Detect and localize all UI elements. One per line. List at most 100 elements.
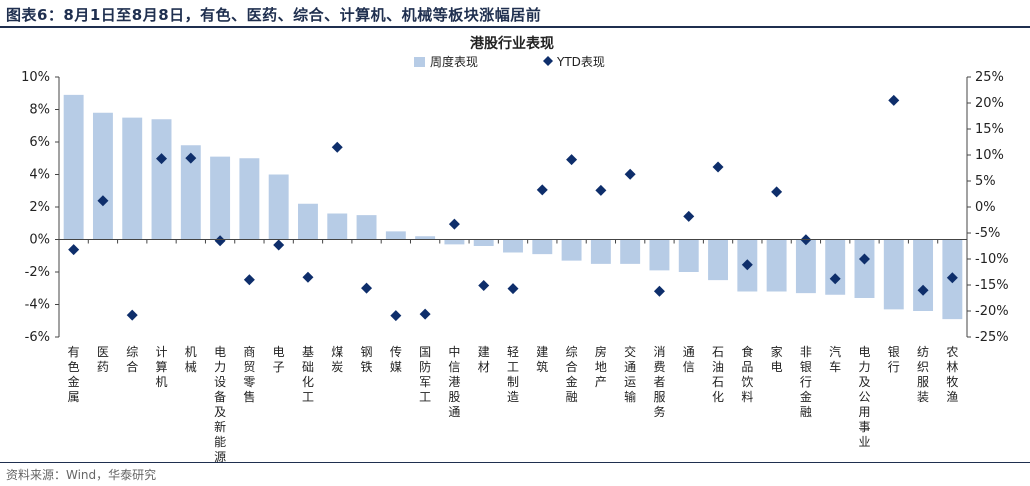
category-label: 煤炭 (331, 345, 343, 374)
weekly-bar (795, 239, 816, 294)
weekly-bar (151, 119, 172, 240)
weekly-bar (532, 239, 553, 255)
weekly-bar (92, 112, 113, 240)
weekly-bar (415, 236, 436, 240)
category-label: 电子 (273, 345, 285, 374)
category-label: 中信港股通 (448, 344, 460, 419)
left-tick-label: 4% (29, 168, 50, 183)
category-label: 纺织服装 (917, 345, 929, 404)
ytd-marker (156, 153, 168, 165)
category-label: 通信 (683, 345, 695, 374)
figure-caption: 图表6：8月1日至8月8日，有色、医药、综合、计算机、机械等板块涨幅居前 (6, 6, 542, 24)
weekly-bar (503, 239, 523, 253)
category-label: 轻工制造 (507, 345, 519, 404)
category-label: 非银行金融 (800, 345, 812, 419)
category-label: 农林牧渔 (946, 345, 958, 404)
ytd-marker (624, 168, 636, 180)
category-label: 基础化工 (302, 345, 314, 404)
chart-title: 港股行业表现 (470, 35, 554, 52)
right-tick-label: -15% (975, 278, 1009, 293)
ytd-marker (361, 282, 373, 294)
weekly-bar (298, 203, 318, 240)
category-label: 汽车 (829, 344, 841, 374)
weekly-bar (649, 239, 670, 271)
ytd-marker (595, 184, 607, 196)
category-label: 石油石化 (712, 345, 724, 404)
ytd-marker (741, 259, 753, 271)
chart-legend: 周度表现 YTD表现 (414, 54, 605, 69)
category-label: 交通运输 (624, 344, 636, 404)
ytd-marker (331, 141, 343, 153)
ytd-marker (97, 195, 109, 207)
right-tick-label: -20% (975, 304, 1009, 319)
category-label: 综合 (126, 345, 138, 374)
weekly-bar (620, 239, 641, 264)
ytd-marker (917, 284, 929, 296)
weekly-bar (708, 239, 728, 281)
category-label: 钢铁 (361, 345, 373, 374)
ytd-marker (390, 310, 402, 322)
ytd-marker (712, 161, 724, 173)
category-label: 国防军工 (419, 345, 431, 404)
category-label: 综合金融 (566, 345, 578, 404)
weekly-bar (356, 215, 377, 240)
right-tick-label: 5% (975, 174, 996, 189)
category-label: 传媒 (390, 344, 402, 374)
weekly-bar (385, 231, 406, 240)
footer-divider (0, 462, 1030, 463)
weekly-bar (678, 239, 699, 272)
weekly-bar (883, 239, 904, 310)
legend-swatch-marker (543, 56, 553, 66)
category-label: 电力及公用事业 (858, 345, 870, 449)
category-label: 有色金属 (68, 345, 80, 404)
ytd-marker (683, 210, 695, 222)
left-tick-label: 8% (29, 103, 50, 118)
left-tick-label: 6% (29, 135, 50, 150)
weekly-bar (444, 239, 465, 245)
ytd-marker (507, 283, 519, 295)
ytd-marker (536, 184, 548, 196)
ytd-marker (888, 94, 900, 106)
weekly-bar (590, 239, 611, 264)
weekly-bar (766, 239, 787, 292)
left-tick-label: -2% (25, 265, 50, 280)
right-tick-label: 25% (975, 70, 1004, 85)
ytd-marker (243, 274, 255, 286)
weekly-bar (180, 145, 201, 240)
right-tick-label: -25% (975, 330, 1009, 345)
caption-divider (0, 26, 1030, 28)
weekly-bar (854, 239, 875, 298)
category-label: 机械 (185, 345, 197, 374)
ytd-marker (273, 239, 285, 251)
ytd-marker (126, 309, 138, 321)
weekly-bar (825, 239, 846, 295)
category-label: 电力设备及新能源 (214, 345, 226, 464)
category-label: 医药 (97, 345, 109, 374)
right-tick-label: -10% (975, 252, 1009, 267)
legend-swatch-bar (414, 57, 425, 67)
ytd-marker (771, 186, 783, 198)
weekly-bar (63, 94, 84, 240)
weekly-bar (268, 174, 289, 240)
ytd-marker (566, 154, 578, 166)
ytd-marker (858, 253, 870, 265)
weekly-bar (561, 239, 582, 261)
ytd-marker (448, 218, 460, 230)
weekly-bar (913, 239, 934, 311)
legend-label-ytd: YTD表现 (556, 55, 605, 69)
ytd-marker (478, 280, 490, 292)
ytd-marker (653, 285, 665, 297)
left-tick-label: 2% (29, 200, 50, 215)
ytd-marker (946, 272, 958, 284)
ytd-marker (185, 152, 197, 164)
ytd-marker (68, 244, 80, 256)
weekly-bar (122, 117, 143, 240)
ytd-marker (302, 271, 314, 283)
weekly-bar (210, 156, 231, 240)
left-tick-label: -6% (25, 330, 50, 345)
ytd-marker (829, 273, 841, 285)
ytd-marker (419, 308, 431, 320)
left-tick-label: 10% (21, 70, 50, 85)
category-label: 商贸零售 (243, 344, 255, 404)
